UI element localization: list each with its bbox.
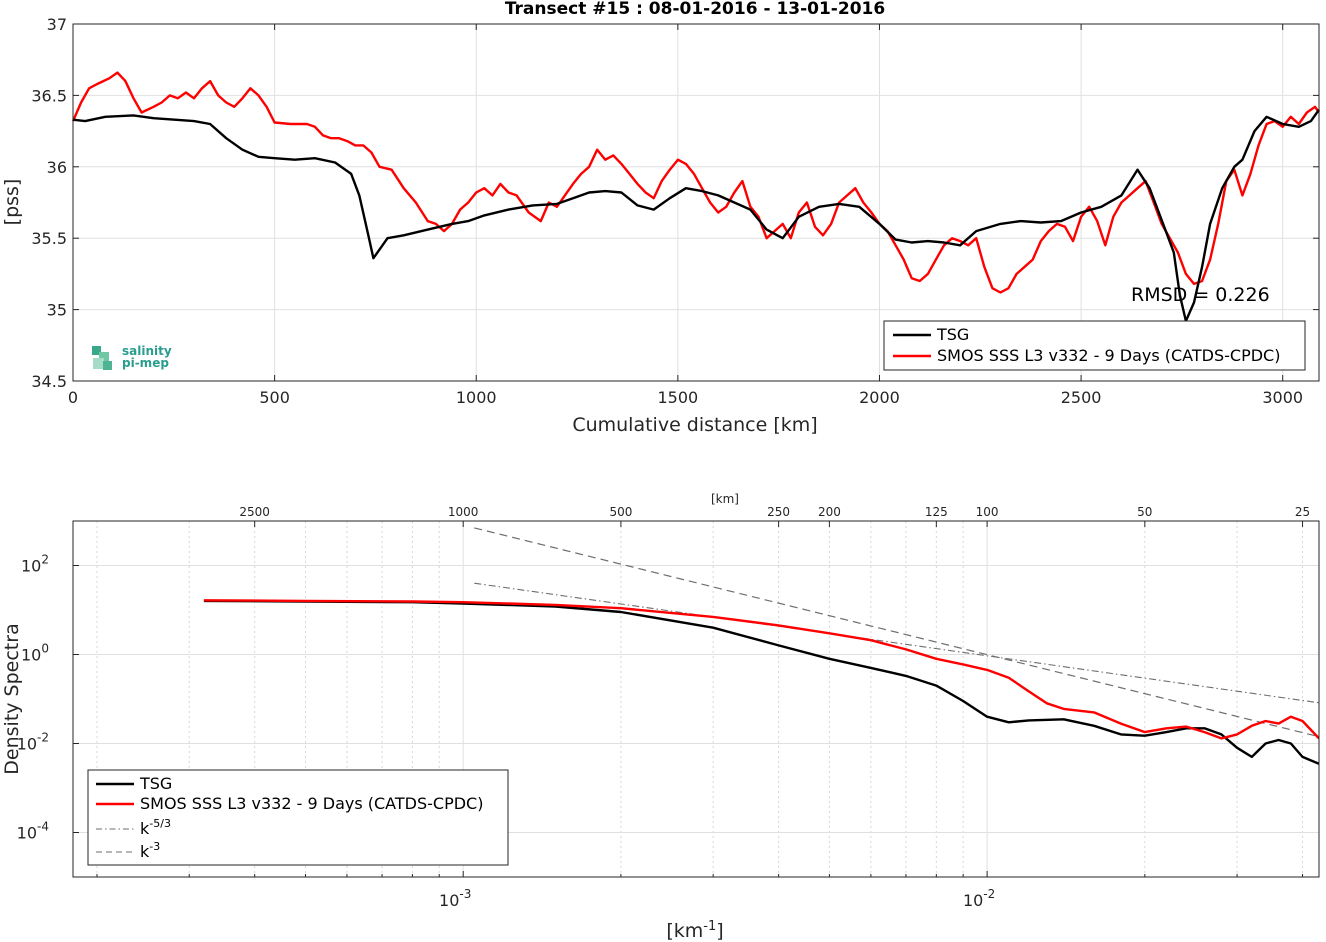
logo-line2: pi-mep	[122, 356, 169, 370]
chart-title: Transect #15 : 08-01-2016 - 13-01-2016	[505, 0, 885, 19]
bottom-legend-box	[87, 769, 509, 866]
salinity-pimep-logo: salinity pi-mep	[92, 344, 172, 370]
bottom-y-label: Density Spectra	[1, 623, 23, 774]
top-series-smos-line	[71, 71, 1320, 294]
transect-panel: Transect #15 : 08-01-2016 - 13-01-2016 0…	[1, 0, 1320, 436]
bottom-series-smos-line	[203, 599, 1319, 740]
top-ytick-label: 36.5	[31, 86, 67, 105]
top-series	[71, 71, 1320, 323]
logo-cube-1	[92, 346, 101, 355]
top-xtick-label: 2500	[1061, 388, 1102, 407]
bottom-xtick-label: 10-2	[963, 887, 995, 910]
top-ytick-label: 34.5	[31, 372, 67, 391]
top-ytick-label: 35.5	[31, 229, 67, 248]
top-legend-label-tsg: TSG	[936, 325, 969, 344]
bottom-legend: TSG SMOS SSS L3 v332 - 9 Days (CATDS-CPD…	[87, 769, 509, 866]
bottom-series	[203, 527, 1319, 765]
bottom-top-tick-label: 25	[1295, 505, 1310, 519]
bottom-top-tick-label: 200	[818, 505, 841, 519]
bottom-ytick-label: 102	[21, 553, 49, 576]
top-xtick-label: 500	[259, 388, 290, 407]
top-ticks: 0 500 1000 1500 2000 2500 3000 34.5 35 35.5 36 36.5…	[31, 15, 1319, 407]
logo-line1: salinity	[122, 344, 172, 358]
bottom-legend-label-k3: k-3	[140, 840, 160, 861]
top-legend: TSG SMOS SSS L3 v332 - 9 Days (CATDS-CPD…	[883, 320, 1306, 371]
top-ytick-label: 36	[47, 158, 67, 177]
bottom-legend-label-k53: k-5/3	[140, 817, 171, 838]
top-xtick-label: 0	[68, 388, 78, 407]
bottom-series-k53-line	[474, 582, 1319, 704]
bottom-top-tick-label: 50	[1137, 505, 1152, 519]
bottom-axes-frame	[72, 520, 1320, 878]
top-y-label: [pss]	[1, 179, 23, 226]
top-series-tsg-line	[72, 109, 1320, 323]
bottom-series-tsg-line	[203, 599, 1319, 765]
bottom-xtick-label: 10-3	[439, 887, 471, 910]
top-xtick-label: 1000	[456, 388, 497, 407]
bottom-legend-label-tsg: TSG	[139, 774, 172, 793]
bottom-x-label: [km-1]	[666, 919, 723, 942]
bottom-top-tick-label: 100	[976, 505, 999, 519]
top-xtick-label: 3000	[1262, 388, 1303, 407]
top-ytick-label: 35	[47, 301, 67, 320]
bottom-ytick-label: 100	[21, 642, 49, 665]
logo-cube-3	[93, 358, 104, 369]
top-legend-label-smos: SMOS SSS L3 v332 - 9 Days (CATDS-CPDC)	[937, 346, 1280, 365]
bottom-top-tick-label: 500	[609, 505, 632, 519]
top-x-label: Cumulative distance [km]	[572, 414, 817, 436]
rmsd-annotation: RMSD = 0.226	[1131, 284, 1270, 306]
logo-cube-2	[99, 352, 109, 362]
logo-cube-4	[103, 361, 112, 370]
top-axis-km-label: [km]	[711, 492, 739, 506]
top-ytick-label: 37	[47, 15, 67, 34]
bottom-ytick-label: 10-4	[17, 820, 49, 843]
bottom-top-tick-label: 250	[767, 505, 790, 519]
bottom-series-k3-line	[474, 527, 1319, 738]
bottom-top-tick-label: 125	[925, 505, 948, 519]
bottom-legend-label-smos: SMOS SSS L3 v332 - 9 Days (CATDS-CPDC)	[140, 794, 483, 813]
spectra-panel: 10-4 10-2 100 102 10-3 10-2 2500 1000 500 250 200 1…	[1, 492, 1320, 942]
top-legend-box	[883, 320, 1306, 371]
top-xtick-label: 1500	[657, 388, 698, 407]
bottom-ytick-label: 10-2	[17, 731, 49, 754]
bottom-top-tick-label: 2500	[239, 505, 270, 519]
bottom-ticks: 10-4 10-2 100 102 10-3 10-2 2500 1000 500 250 200 1…	[17, 505, 1311, 910]
bottom-top-tick-label: 1000	[448, 505, 479, 519]
top-xtick-label: 2000	[859, 388, 900, 407]
top-axes-frame	[72, 23, 1320, 382]
